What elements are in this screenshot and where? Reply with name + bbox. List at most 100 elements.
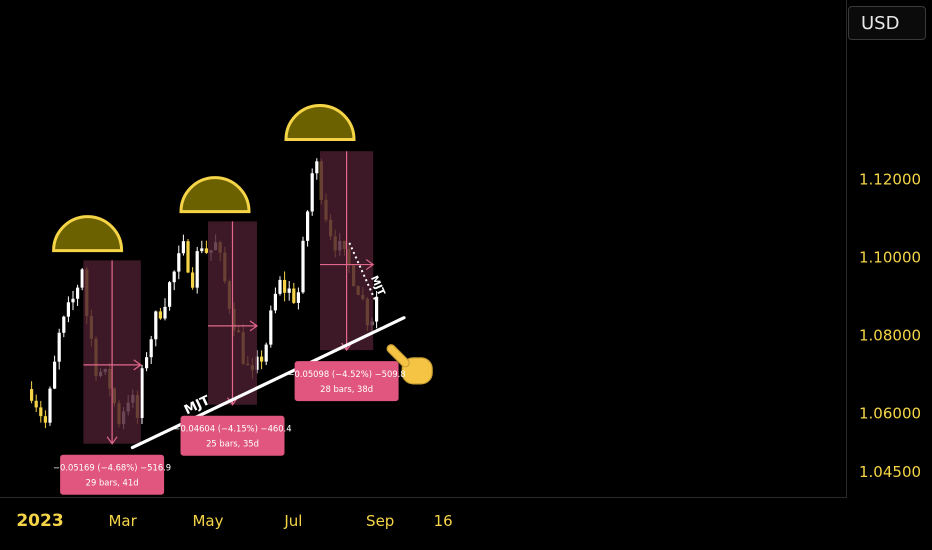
candle-54 [278,276,282,296]
candle-body [172,271,176,283]
candle-7 [62,315,66,338]
candle-body [306,211,310,241]
candle-body [149,339,153,358]
candle-body [310,173,314,212]
candle-body [80,269,84,288]
measure-arrow-right [365,259,375,271]
candle-38 [204,240,208,254]
candle-body [287,288,291,293]
candle-body [195,251,199,288]
measure-label-2: −0.05098 (−4.52%) −509.8 28 bars, 38d [288,361,406,402]
candle-75 [375,290,379,329]
candle-body [57,332,61,362]
top-markers [52,104,433,385]
candle-body [269,310,273,345]
top-marker-2 [284,104,356,141]
measure-label-0: −0.05169 (−4.68%) −516.9 29 bars, 41d [53,454,171,495]
currency-label: USD [861,13,900,34]
measure-arrow-down [106,436,118,445]
candle-body [200,248,204,252]
candle-body [375,296,379,322]
candle-4 [48,386,52,426]
candle-52 [269,305,273,348]
time-tick-3: Jul [283,512,302,530]
top-marker-1 [179,176,251,214]
candle-body [30,389,34,401]
time-tick-5: 16 [434,512,453,530]
candle-6 [57,328,61,370]
candle-body [43,416,47,423]
candle-body [315,161,319,174]
candle-26 [149,335,153,364]
candle-35 [191,267,195,290]
candle-61 [310,168,314,216]
candle-body [62,316,66,333]
candle-28 [158,307,162,320]
price-axis: 1.12000 1.10000 1.08000 1.06000 1.04500 [859,171,921,482]
price-tick-3: 1.06000 [859,405,921,423]
candle-62 [315,158,319,180]
candle-body [296,292,300,303]
price-tick-1: 1.10000 [859,249,921,267]
measure-box-2 [320,151,375,352]
support-trendline-0 [130,316,406,450]
candle-9 [71,290,75,311]
candle-25 [145,352,149,372]
candle-body [53,361,57,389]
candle-5 [53,355,57,390]
candle-59 [301,236,305,294]
top-marker-0 [52,215,124,253]
candle-0 [30,381,34,404]
candle-31 [172,270,176,291]
hand-finger [386,344,410,368]
hand-palm [401,357,433,385]
candle-body [140,368,144,418]
candle-body [48,388,52,423]
measure-label-bg [60,454,165,495]
candle-body [292,288,296,303]
candle-27 [154,310,158,347]
candle-56 [287,281,291,301]
measurement-labels: −0.05169 (−4.68%) −516.929 bars, 41d−0.0… [53,361,406,495]
candle-body [177,253,181,272]
candle-10 [76,284,80,306]
candle-body [158,311,162,319]
candle-33 [181,234,185,256]
time-tick-4: Sep [366,512,394,530]
time-axis-border [0,497,846,498]
candle-body [191,272,195,288]
candle-55 [283,271,287,302]
candle-body [301,240,305,293]
measure-arrow-right [249,320,259,332]
time-tick-1: Mar [108,512,137,530]
candle-body [71,298,75,303]
candle-body [278,279,282,294]
measure-label-1: −0.04604 (−4.15%) −460.4 25 bars, 35d [173,415,292,456]
candle-51 [264,342,268,366]
time-tick-0: 2023 [16,511,63,531]
dotted-trendline [348,242,379,306]
price-axis-border [846,0,847,498]
measure-label-change: −0.05169 (−4.68%) −516.9 [53,463,171,473]
price-tick-4: 1.04500 [859,463,921,481]
price-tick-0: 1.12000 [859,171,921,189]
currency-selector[interactable]: USD [848,6,926,40]
candle-body [273,293,277,311]
candle-37 [200,240,204,254]
candle-body [76,287,80,299]
candle-body [39,407,43,417]
candle-8 [66,296,70,323]
candle-body [264,344,268,362]
candle-60 [306,210,310,247]
candle-32 [177,245,181,280]
candle-body [154,311,158,340]
time-tick-2: May [192,512,223,530]
candle-34 [186,239,190,274]
candle-body [181,241,185,254]
measure-label-bg [180,415,285,456]
candle-body [186,241,190,273]
pointing-hand-icon [386,344,433,385]
measure-label-bars: 28 bars, 38d [320,384,373,394]
candle-57 [292,282,296,305]
